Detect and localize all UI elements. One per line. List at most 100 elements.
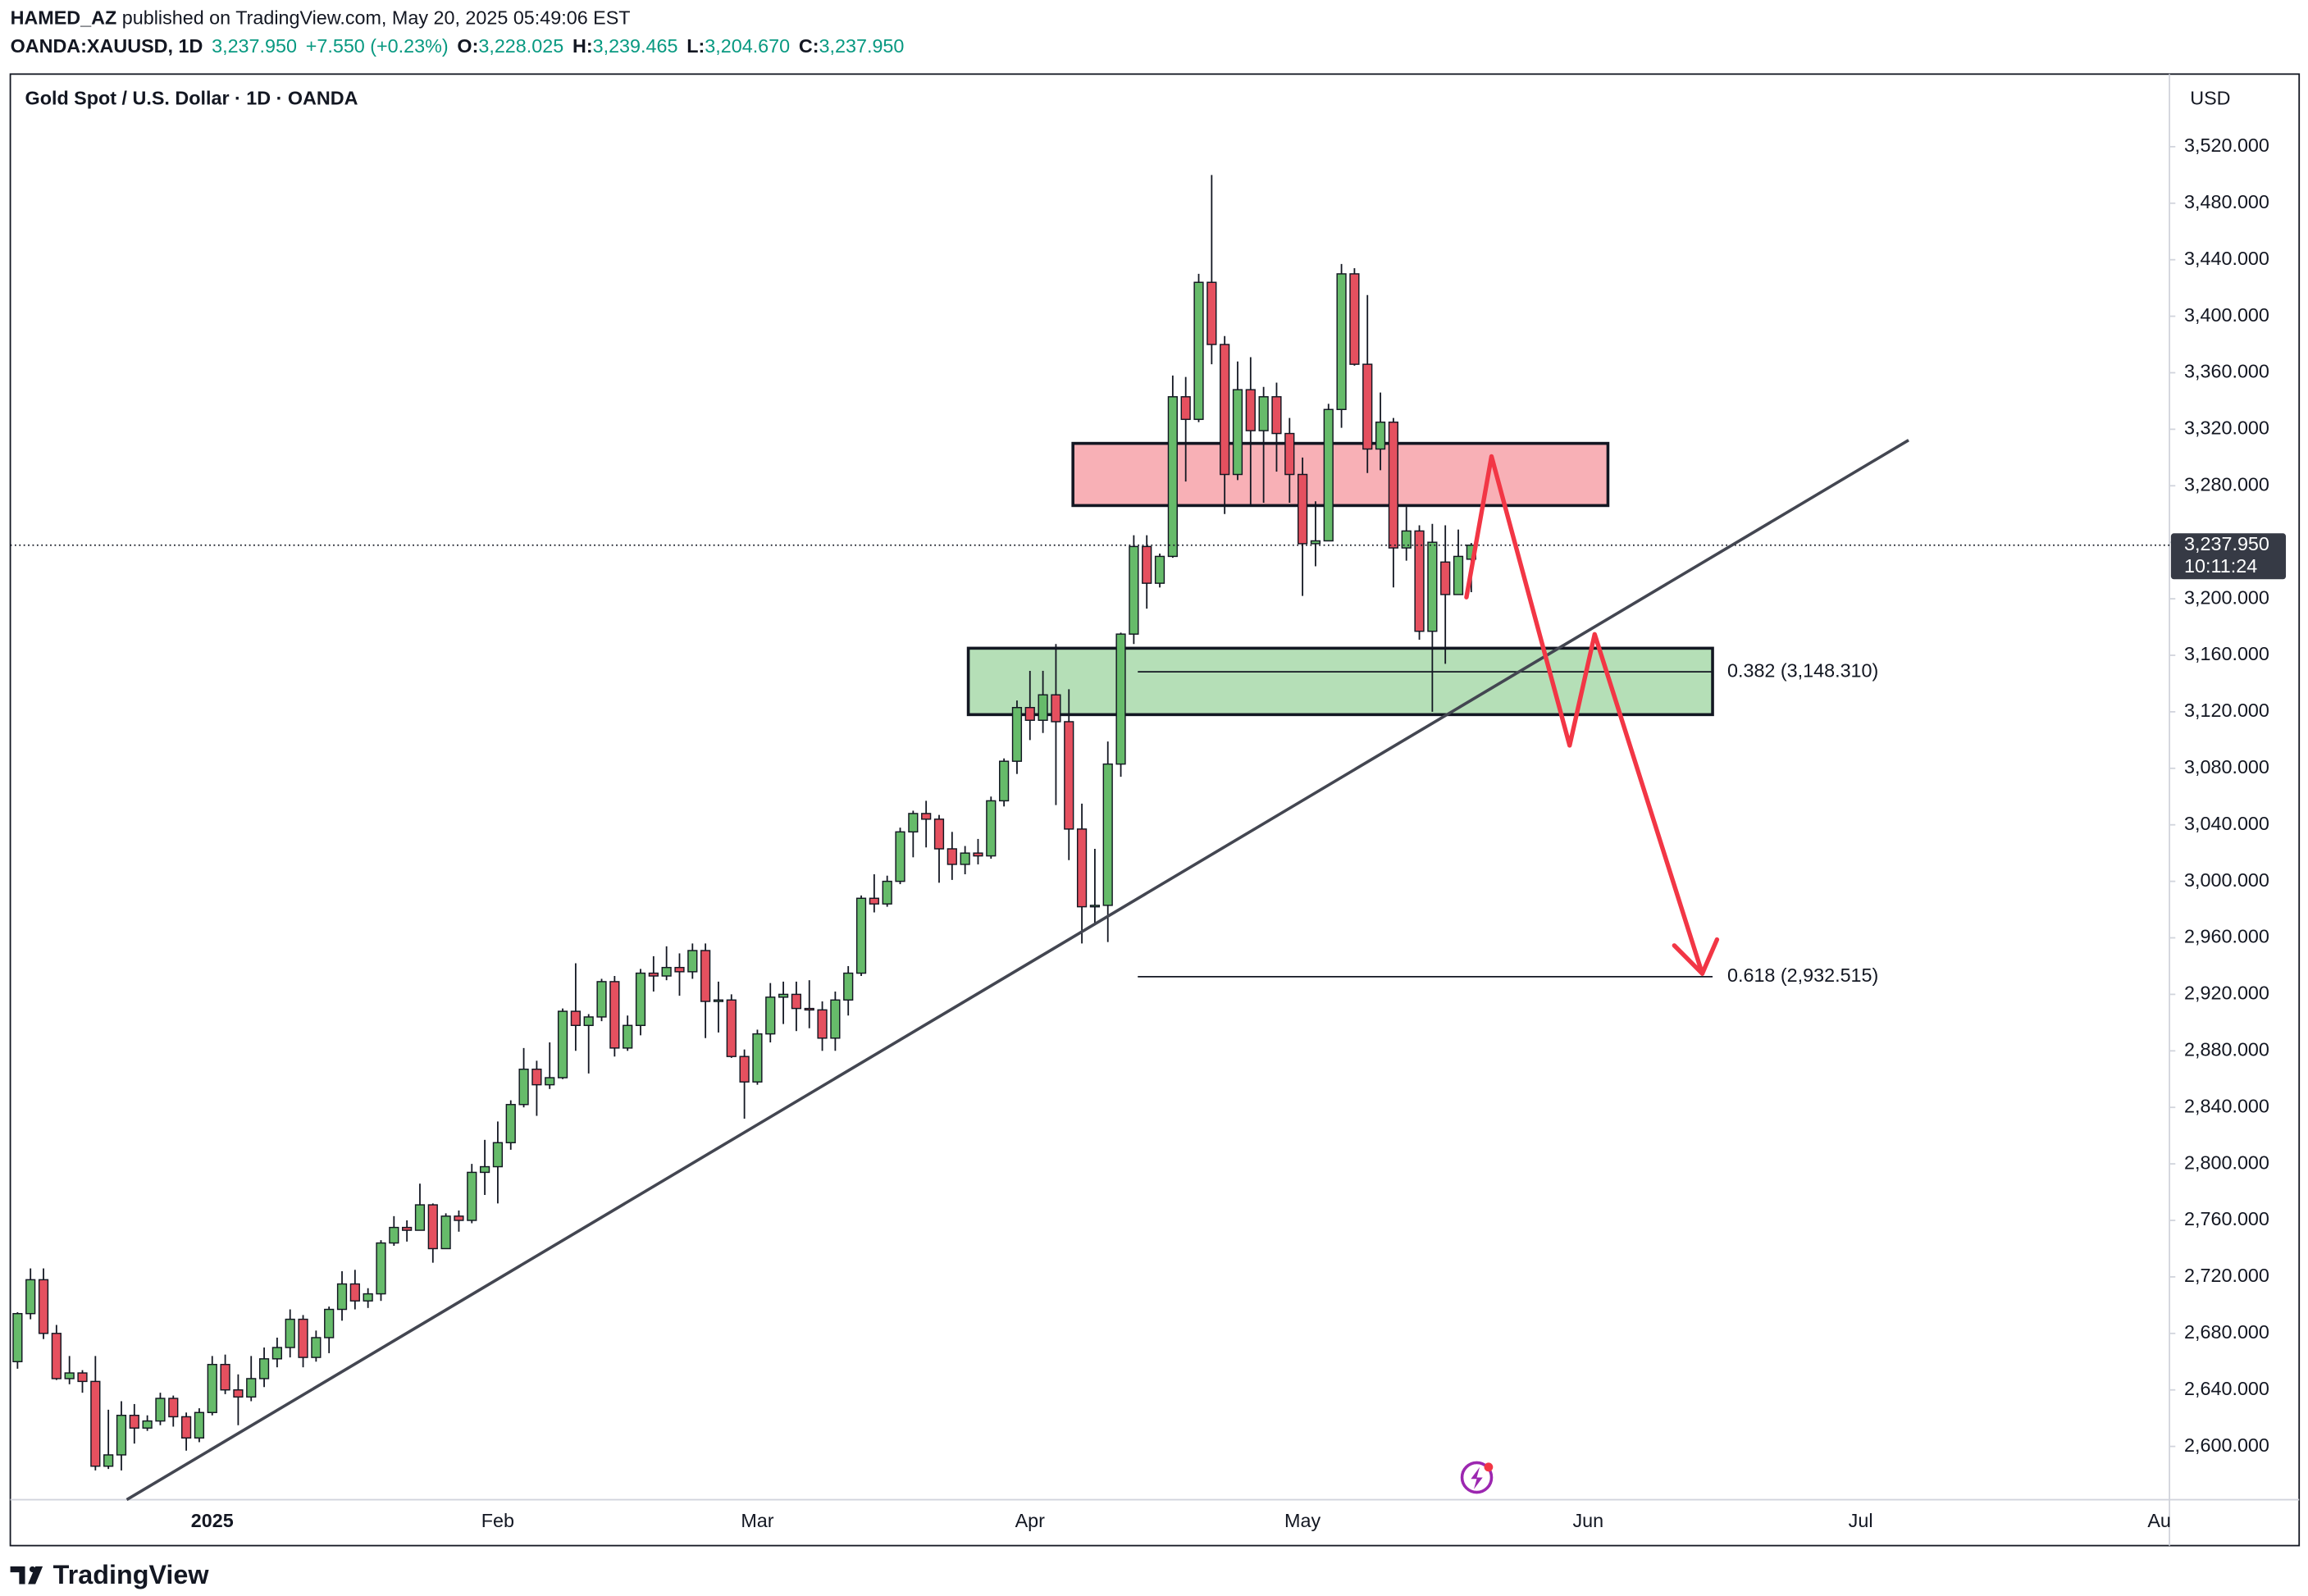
candle-body bbox=[90, 1380, 101, 1467]
candle-body bbox=[25, 1279, 36, 1315]
candle-body bbox=[882, 880, 892, 905]
brand: TradingView bbox=[53, 1560, 210, 1589]
y-tick-label: 2,720.000 bbox=[2184, 1265, 2269, 1286]
candle-body bbox=[1323, 408, 1334, 542]
ohlc-label: O: bbox=[457, 35, 478, 57]
lightning-icon[interactable] bbox=[1460, 1461, 1494, 1494]
candle-body bbox=[1051, 694, 1061, 723]
candle-body bbox=[1024, 707, 1035, 721]
y-tick-label: 3,080.000 bbox=[2184, 756, 2269, 777]
candle-body bbox=[1414, 530, 1425, 632]
candle-body bbox=[778, 993, 789, 998]
candle-body bbox=[220, 1363, 230, 1391]
candle-body bbox=[960, 852, 970, 865]
candle-body bbox=[700, 950, 711, 1002]
candle-body bbox=[1129, 545, 1139, 635]
candle-body bbox=[869, 897, 879, 905]
candle-body bbox=[1297, 473, 1308, 545]
candle-body bbox=[1362, 363, 1373, 450]
candle-body bbox=[1401, 530, 1412, 549]
candle-body bbox=[1011, 707, 1023, 762]
last: 3,237.950 bbox=[212, 35, 297, 57]
change: +7.550 (+0.23%) bbox=[306, 35, 449, 57]
candle-body bbox=[1206, 281, 1217, 345]
candle-body bbox=[518, 1068, 529, 1106]
candle-body bbox=[999, 760, 1010, 802]
ohlc-label: H: bbox=[572, 35, 593, 57]
candle-body bbox=[804, 1007, 814, 1011]
ohlc-value: 3,228.025 bbox=[478, 35, 563, 57]
candle-body bbox=[609, 981, 620, 1049]
symbol: OANDA:XAUUSD, 1D bbox=[11, 35, 203, 57]
x-tick-label: May bbox=[1284, 1510, 1320, 1531]
candle-body bbox=[1076, 828, 1088, 908]
trend-line bbox=[125, 439, 1909, 1502]
candle-body bbox=[51, 1333, 62, 1379]
candle-body bbox=[180, 1416, 192, 1439]
price-tag-countdown: 10:11:24 bbox=[2184, 555, 2257, 577]
candle-body bbox=[1284, 432, 1295, 476]
candle-body bbox=[77, 1372, 88, 1383]
candle-body bbox=[414, 1204, 426, 1231]
ohlc-label: C: bbox=[799, 35, 819, 57]
candle-body bbox=[648, 972, 659, 977]
y-tick-label: 3,280.000 bbox=[2184, 473, 2269, 495]
candle-body bbox=[946, 848, 957, 865]
candle-body bbox=[1258, 396, 1269, 431]
candle-body bbox=[570, 1010, 581, 1027]
y-tick-label: 2,640.000 bbox=[2184, 1378, 2269, 1399]
candle-body bbox=[479, 1165, 490, 1174]
candle-body bbox=[1193, 281, 1204, 421]
y-tick-label: 2,840.000 bbox=[2184, 1095, 2269, 1116]
candle-body bbox=[791, 993, 802, 1010]
ohlc-label: L: bbox=[686, 35, 705, 57]
candle-body bbox=[376, 1242, 386, 1295]
x-tick-label: Jul bbox=[1849, 1510, 1873, 1531]
candle-body bbox=[986, 800, 997, 857]
candle-body bbox=[1038, 694, 1048, 721]
candle-body bbox=[311, 1337, 322, 1358]
projection-arrow bbox=[1464, 454, 1720, 976]
y-tick-label: 3,400.000 bbox=[2184, 304, 2269, 326]
candle-body bbox=[168, 1398, 179, 1418]
y-tick-label: 3,120.000 bbox=[2184, 700, 2269, 721]
candle-body bbox=[908, 813, 919, 833]
candle-body bbox=[324, 1308, 335, 1338]
candle-body bbox=[349, 1283, 360, 1302]
y-tick-label: 2,760.000 bbox=[2184, 1208, 2269, 1229]
y-tick-label: 3,000.000 bbox=[2184, 869, 2269, 891]
y-tick-label: 3,480.000 bbox=[2184, 191, 2269, 212]
candle-body bbox=[1115, 633, 1126, 765]
candle-body bbox=[194, 1411, 205, 1439]
price-tag bbox=[2170, 533, 2287, 580]
arrow-path bbox=[1464, 454, 1705, 976]
candle-body bbox=[363, 1293, 373, 1302]
candle-body bbox=[921, 813, 932, 820]
candle-body bbox=[752, 1033, 763, 1083]
candle-body bbox=[1375, 422, 1386, 450]
candle-body bbox=[1142, 545, 1152, 584]
candle-body bbox=[687, 950, 698, 973]
y-tick-label: 2,680.000 bbox=[2184, 1321, 2269, 1343]
y-tick-label: 3,320.000 bbox=[2184, 417, 2269, 439]
notification-dot bbox=[1484, 1462, 1494, 1472]
candle-body bbox=[1089, 905, 1101, 908]
candle-body bbox=[674, 966, 685, 973]
candle-body bbox=[258, 1358, 270, 1379]
y-tick-label: 3,160.000 bbox=[2184, 643, 2269, 664]
x-tick-label: Jun bbox=[1572, 1510, 1603, 1531]
chart-title: Gold Spot / U.S. Dollar · 1D · OANDA bbox=[25, 87, 358, 108]
candle-body bbox=[142, 1420, 153, 1429]
candle-body bbox=[843, 972, 854, 1001]
x-tick-label: Mar bbox=[741, 1510, 773, 1531]
candle-body bbox=[855, 897, 867, 974]
ohlc-value: 3,204.670 bbox=[705, 35, 790, 57]
header-line: HAMED_AZ published on TradingView.com, M… bbox=[11, 7, 631, 29]
price-tag-value: 3,237.950 bbox=[2184, 533, 2269, 554]
candle-body bbox=[1427, 541, 1438, 632]
x-tick-label: Apr bbox=[1015, 1510, 1046, 1531]
candle-body bbox=[38, 1279, 49, 1334]
author: HAMED_AZ bbox=[11, 7, 117, 29]
y-tick-label: 2,800.000 bbox=[2184, 1151, 2269, 1173]
